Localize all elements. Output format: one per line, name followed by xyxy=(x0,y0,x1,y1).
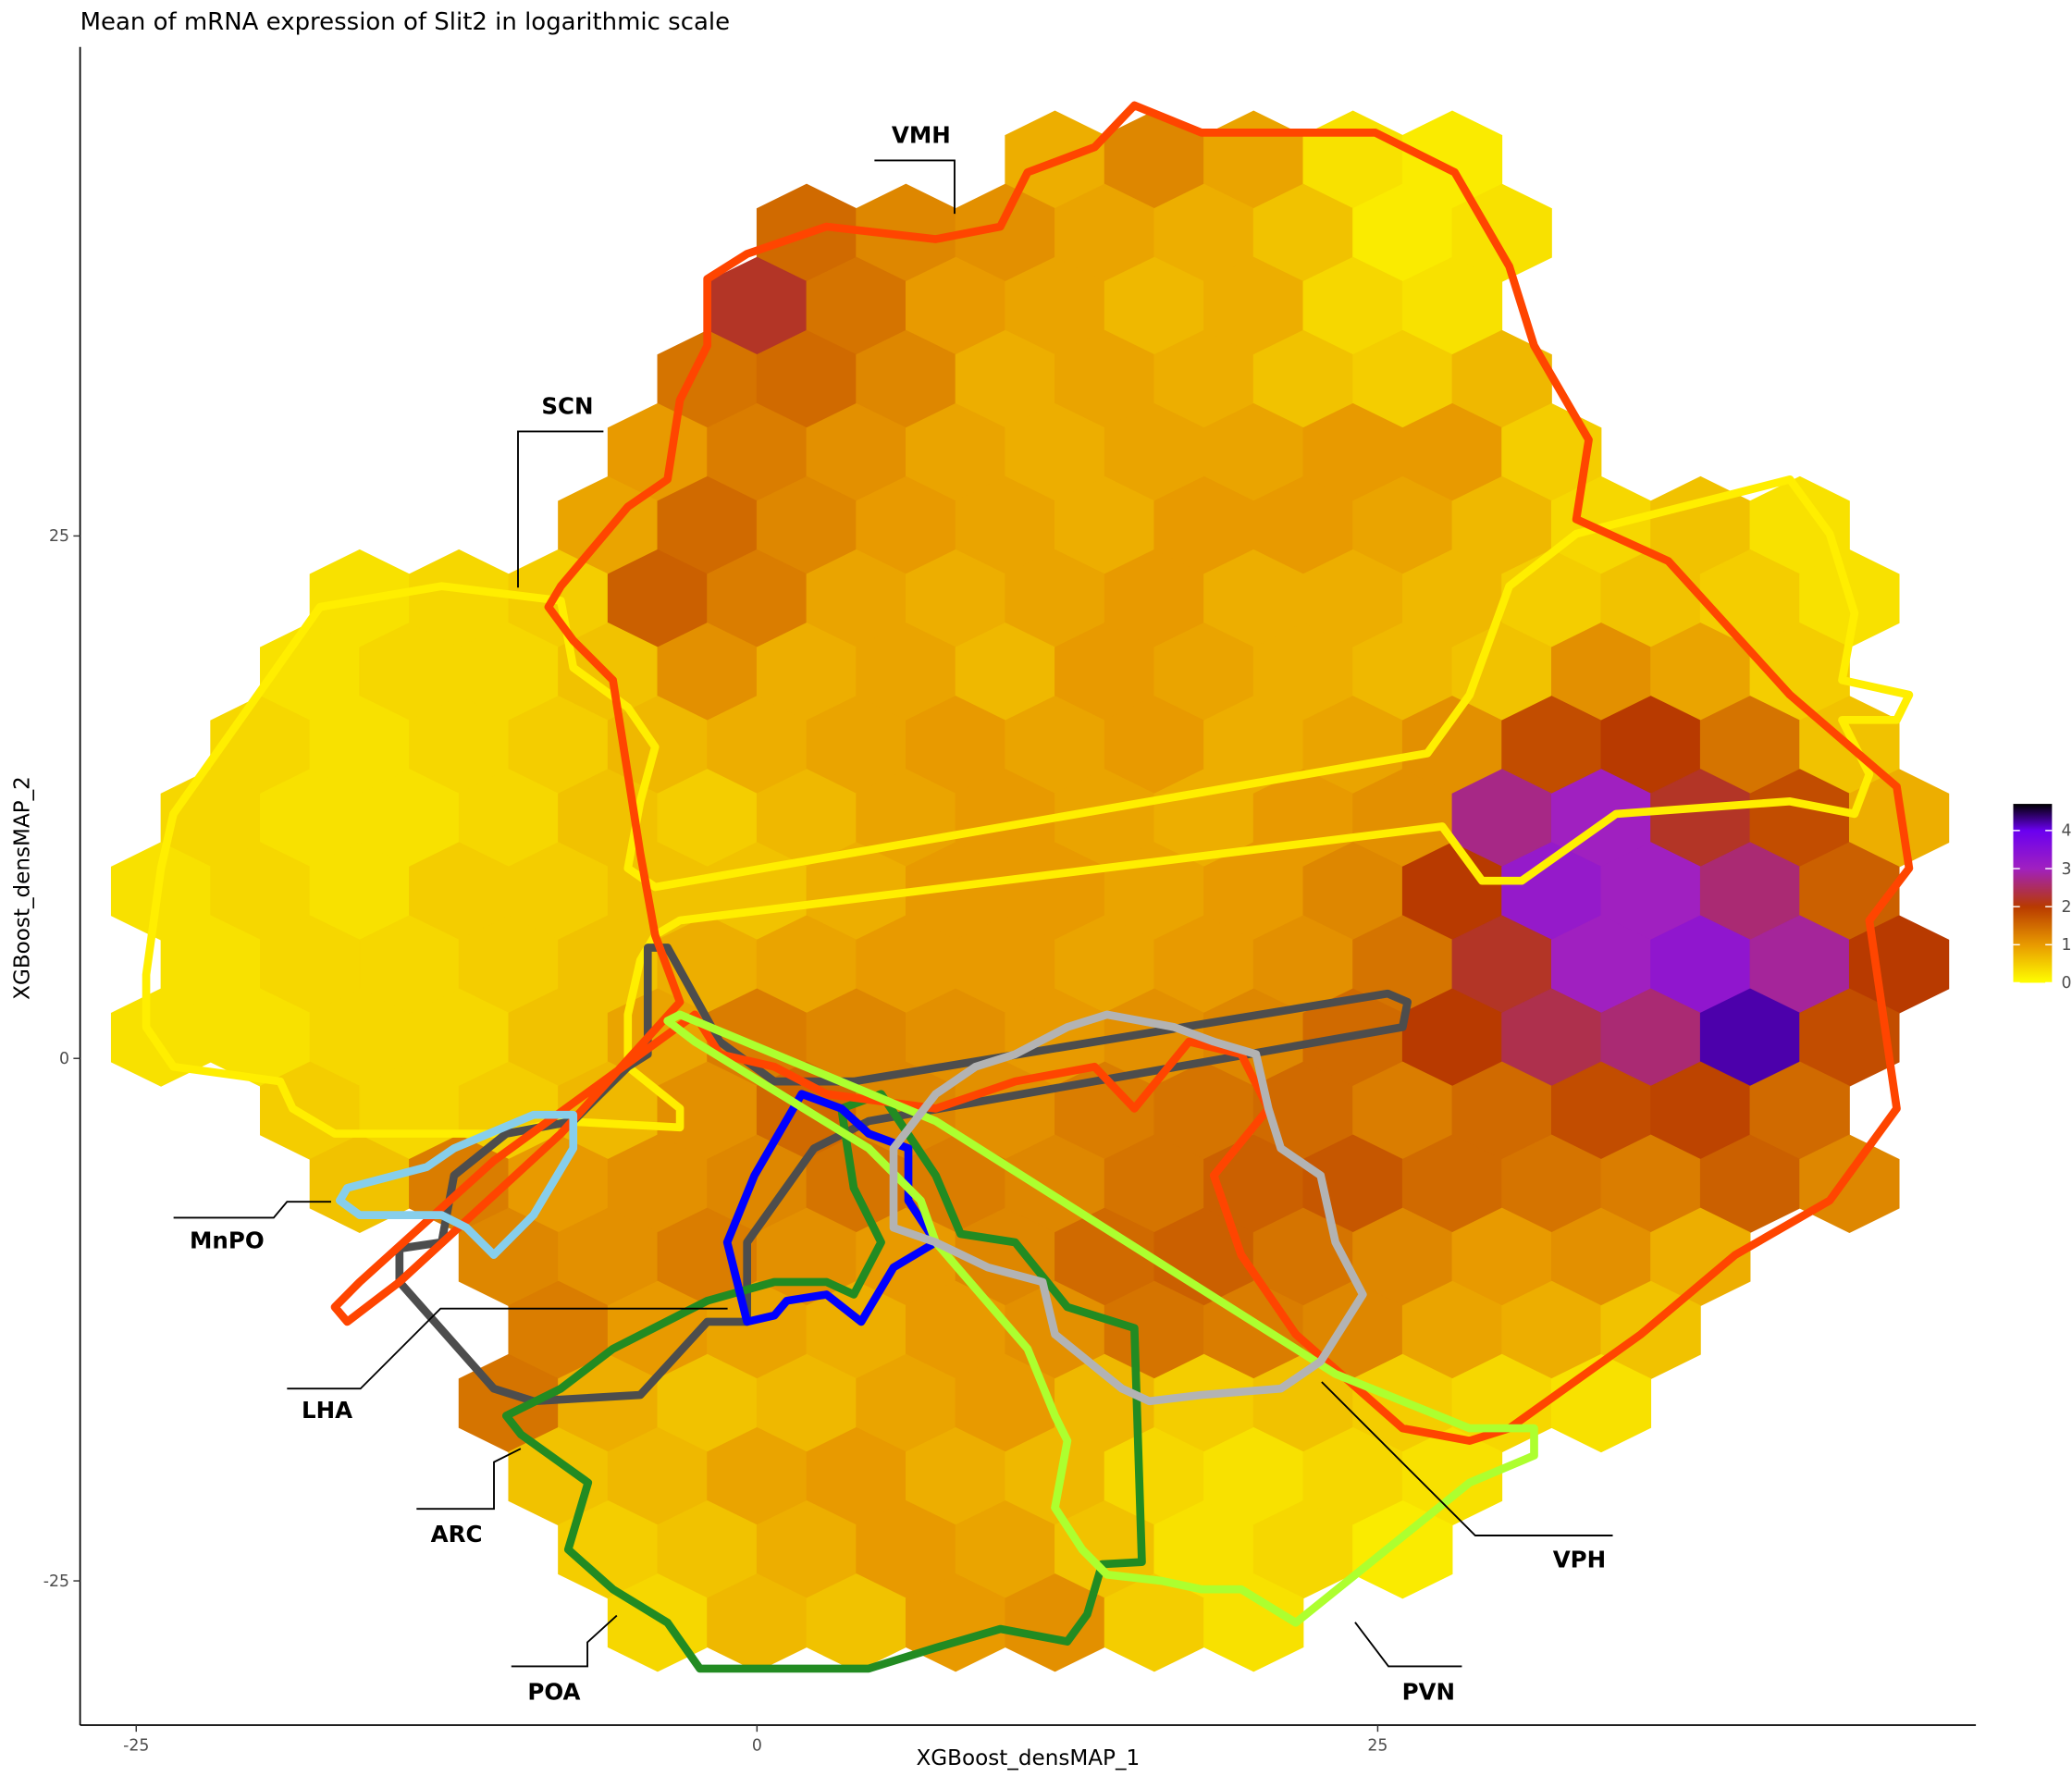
region-label: POA xyxy=(527,1679,580,1706)
region-outline xyxy=(501,1090,1146,1673)
hex-bin xyxy=(1799,1134,1900,1233)
colorbar-tick-label: 4 xyxy=(2061,822,2071,841)
region-outline xyxy=(330,101,1914,1445)
region-outline xyxy=(395,944,1412,1406)
region-label: MnPO xyxy=(190,1227,265,1254)
region-label: LHA xyxy=(302,1397,352,1424)
leader-line xyxy=(1321,1381,1613,1536)
leader-line xyxy=(287,1307,728,1390)
region-layer xyxy=(142,101,1914,1673)
leader-line xyxy=(173,1201,331,1219)
x-tick-label: -25 xyxy=(123,1736,149,1755)
hex-bin xyxy=(1203,1573,1304,1672)
region-label: ARC xyxy=(431,1521,483,1548)
y-tick-label: 0 xyxy=(59,1050,69,1068)
region-outline xyxy=(142,475,1914,1138)
region-label: VMH xyxy=(892,122,951,149)
leader-line xyxy=(517,430,604,588)
leader-line xyxy=(416,1448,522,1511)
colorbar-tick-label: 3 xyxy=(2061,860,2071,879)
region-outline xyxy=(663,1010,1538,1627)
region-outline xyxy=(335,1110,578,1259)
annotation-layer: SCN LHA POA ARC VMH MnPO PVN VPH xyxy=(173,122,1613,1706)
y-axis-title: XGBoost_densMAP_2 xyxy=(11,776,35,1000)
region-label: VPH xyxy=(1553,1547,1606,1573)
y-tick-label: -25 xyxy=(43,1572,69,1591)
hex-bin xyxy=(1352,1499,1453,1599)
x-tick-label: 0 xyxy=(752,1736,762,1755)
region-label: SCN xyxy=(541,393,593,420)
region-outline xyxy=(722,1090,940,1326)
leader-line xyxy=(511,1614,618,1668)
region-label: PVN xyxy=(1402,1679,1455,1706)
y-tick-label: 25 xyxy=(49,527,69,546)
leader-line xyxy=(1354,1622,1462,1668)
chart-title: Mean of mRNA expression of Slit2 in loga… xyxy=(80,8,731,36)
colorbar-tick-label: 1 xyxy=(2061,936,2071,955)
colorbar-tick-label: 2 xyxy=(2061,898,2071,917)
x-axis-title: XGBoost_densMAP_1 xyxy=(916,1746,1140,1770)
region-outline xyxy=(889,1010,1367,1406)
colorbar xyxy=(2013,804,2053,983)
leader-line xyxy=(874,159,956,215)
x-tick-label: 25 xyxy=(1367,1736,1388,1755)
colorbar-tick-label: 0 xyxy=(2061,974,2071,993)
